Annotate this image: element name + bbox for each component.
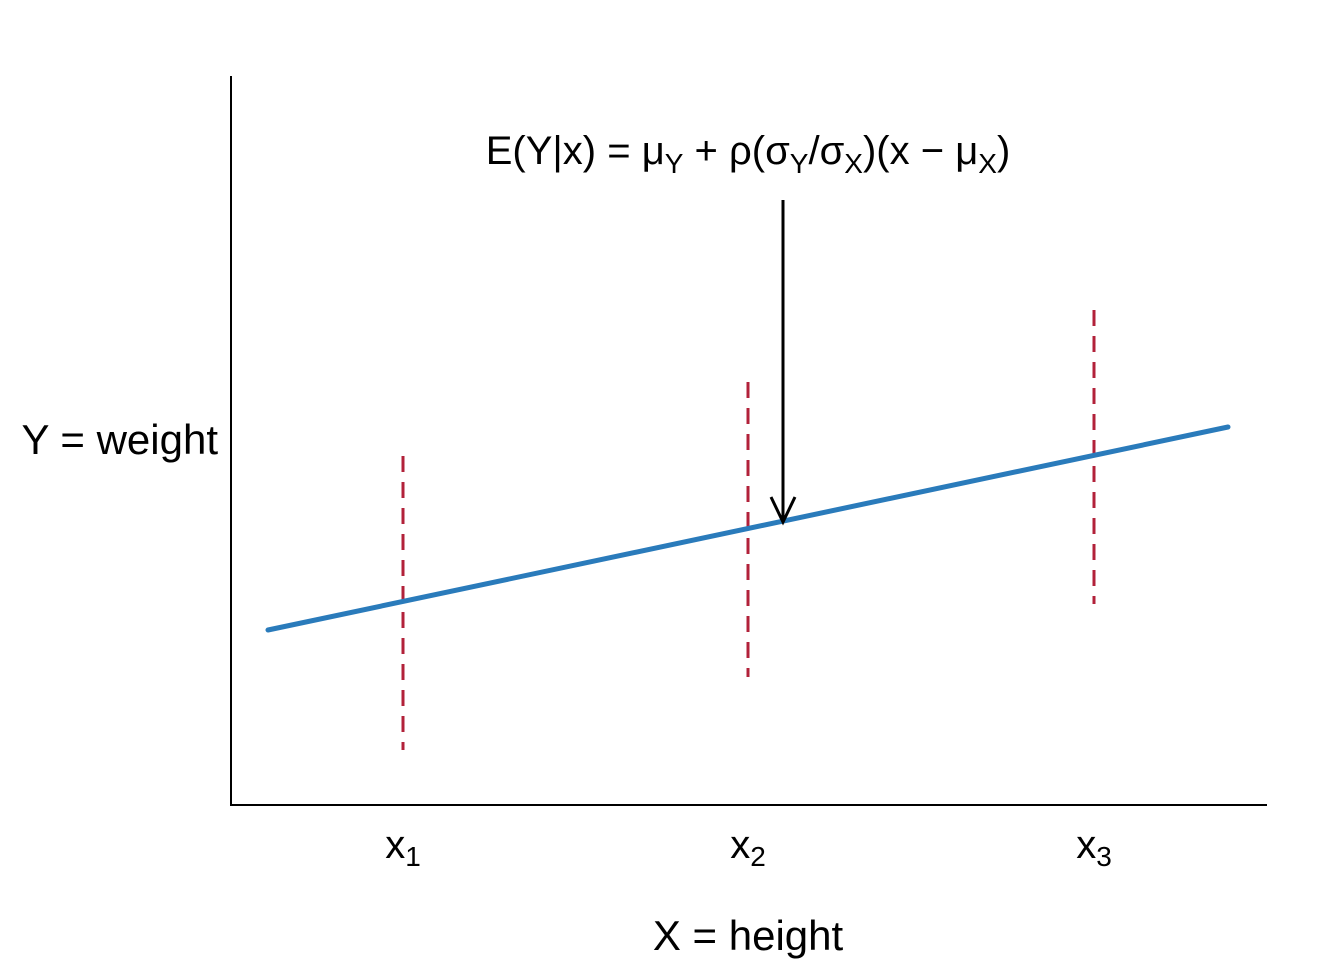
subscript: Y — [665, 148, 684, 179]
x-tick-label: x1 — [385, 823, 421, 872]
tick-base: x — [1076, 823, 1096, 867]
subscript: X — [844, 148, 863, 179]
x-tick-label: x2 — [730, 823, 766, 872]
subscript: 3 — [1096, 841, 1112, 872]
x-tick-label: x3 — [1076, 823, 1112, 872]
y-axis-label: Y = weight — [21, 416, 218, 463]
formula-text: ) — [997, 129, 1010, 173]
formula-text: E(Y|x) = μ — [486, 129, 665, 173]
subscript: 1 — [405, 841, 421, 872]
formula: E(Y|x) = μY + ρ(σY/σX)(x − μX) — [486, 129, 1011, 179]
subscript: X — [978, 148, 997, 179]
formula-text: )(x − μ — [863, 129, 978, 173]
regression-line — [265, 424, 1231, 633]
x-axis-label: X = height — [653, 912, 844, 959]
x-tick-labels: x1 x2 x3 — [385, 823, 1112, 872]
tick-base: x — [730, 823, 750, 867]
formula-text: /σ — [808, 129, 844, 173]
subscript: 2 — [750, 841, 766, 872]
arrow-head — [769, 496, 797, 526]
subscript: Y — [790, 148, 809, 179]
tick-base: x — [385, 823, 405, 867]
formula-text: + ρ(σ — [683, 129, 790, 173]
